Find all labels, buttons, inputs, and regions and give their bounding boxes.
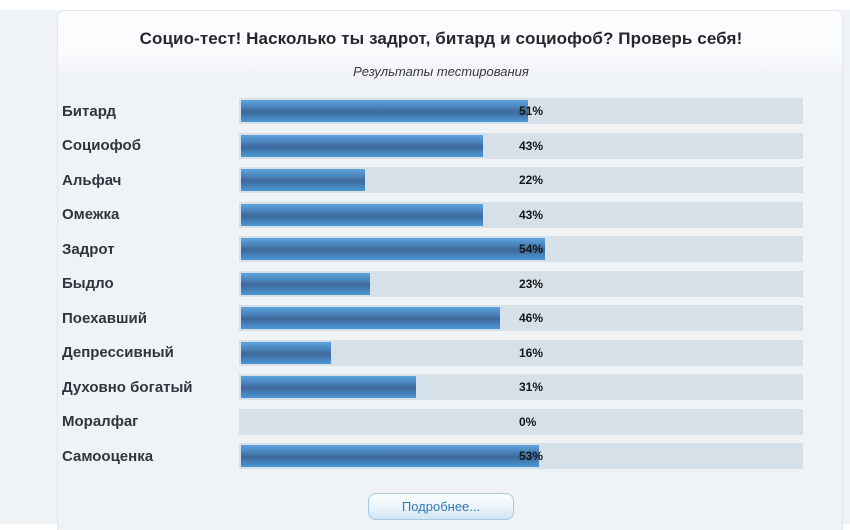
bar-fill — [241, 376, 416, 398]
bar-track: 51% — [239, 98, 803, 124]
bar-fill — [241, 307, 500, 329]
row-value: 51% — [519, 104, 544, 118]
result-row: Задрот 54% — [62, 236, 803, 262]
row-label: Омежка — [62, 206, 120, 223]
bar-track: 0% — [239, 408, 803, 435]
row-value: 54% — [519, 242, 544, 256]
result-row: Быдло 23% — [62, 270, 803, 297]
row-label: Самооценка — [62, 447, 154, 465]
results-list: Битард 51% Социофоб 43% Альфач 22% Омежк… — [62, 98, 803, 469]
result-row: Социофоб 43% — [62, 132, 803, 159]
row-label: Поехавший — [62, 309, 147, 327]
row-value: 46% — [519, 311, 544, 325]
bar-track: 46% — [239, 305, 803, 331]
bar-track: 31% — [239, 374, 803, 400]
result-row: Самооценка 53% — [62, 443, 803, 469]
result-row: Битард 51% — [62, 98, 803, 124]
bar-track: 54% — [239, 236, 803, 262]
results-subtitle: Результаты тестирования — [353, 64, 529, 79]
bar-fill — [241, 134, 483, 157]
row-value: 23% — [519, 276, 544, 291]
bar-fill — [241, 203, 483, 226]
row-label: Моралфаг — [62, 413, 139, 430]
bar-fill — [241, 169, 365, 191]
bar-track: 43% — [239, 201, 803, 228]
row-value: 0% — [519, 414, 537, 429]
bar-fill — [241, 445, 539, 467]
bar-track: 43% — [239, 132, 803, 159]
row-label: Депрессивный — [62, 344, 174, 361]
result-row: Омежка 43% — [62, 201, 803, 228]
bar-fill — [241, 341, 331, 364]
result-row: Моралфаг 0% — [62, 408, 803, 435]
row-value: 53% — [519, 449, 544, 463]
row-value: 22% — [519, 173, 544, 187]
row-value: 31% — [519, 380, 544, 394]
footer: Подробнее... — [58, 478, 842, 520]
details-button[interactable]: Подробнее... — [368, 492, 514, 520]
bar-fill — [241, 100, 528, 122]
row-label: Задрот — [62, 240, 115, 258]
results-card: Социо-тест! Насколько ты задрот, битард … — [57, 10, 843, 530]
row-value: 43% — [519, 138, 544, 153]
result-row: Духовно богатый 31% — [62, 374, 803, 400]
result-row: Альфач 22% — [62, 167, 803, 193]
bar-fill — [241, 272, 370, 295]
row-label: Духовно богатый — [62, 378, 193, 396]
result-row: Депрессивный 16% — [62, 339, 803, 366]
row-value: 16% — [519, 345, 544, 360]
bar-fill — [241, 238, 545, 260]
page-title: Социо-тест! Насколько ты задрот, битард … — [139, 29, 743, 48]
bar-track: 53% — [239, 443, 803, 469]
row-label: Альфач — [62, 171, 122, 189]
bar-track: 16% — [239, 339, 803, 366]
result-row: Поехавший 46% — [62, 305, 803, 331]
row-label: Социофоб — [62, 137, 141, 154]
bar-track: 22% — [239, 167, 803, 193]
row-label: Быдло — [62, 275, 114, 292]
bar-track: 23% — [239, 270, 803, 297]
row-label: Битард — [62, 102, 117, 120]
row-value: 43% — [519, 207, 544, 222]
